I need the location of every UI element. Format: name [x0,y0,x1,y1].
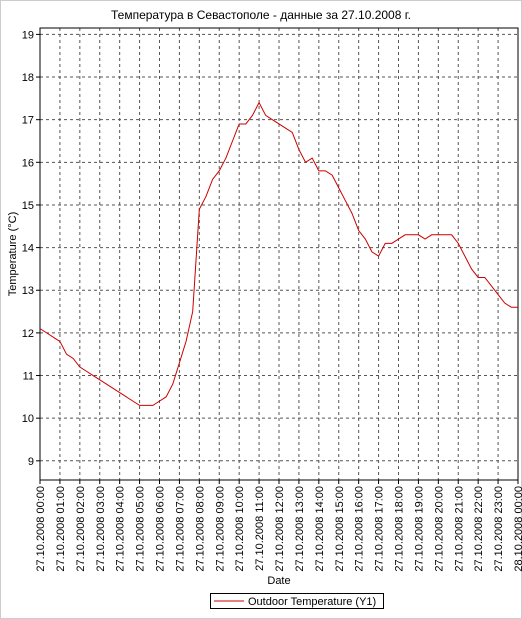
legend-label: Outdoor Temperature (Y1) [248,596,376,608]
y-tick-label: 15 [22,200,34,212]
x-tick-label: 27.10.2008 03:00 [95,486,107,572]
y-tick-label: 14 [22,243,34,255]
x-tick-label: 27.10.2008 20:00 [433,486,445,572]
y-tick-label: 18 [22,72,34,84]
x-tick-label: 27.10.2008 02:00 [75,486,87,572]
x-tick-label: 27.10.2008 08:00 [194,486,206,572]
x-tick-label: 27.10.2008 01:00 [55,486,67,572]
y-tick-label: 16 [22,157,34,169]
x-tick-label: 27.10.2008 14:00 [314,486,326,572]
y-axis-label: Temperature (°C) [7,212,19,296]
x-tick-label: 27.10.2008 00:00 [35,486,47,572]
x-axis-label: Date [267,575,290,587]
x-tick-label: 27.10.2008 09:00 [214,486,226,572]
y-tick-label: 19 [22,29,34,41]
x-tick-label: 27.10.2008 16:00 [354,486,366,572]
plot-border [39,27,519,481]
chart-title: Температура в Севастополе - данные за 27… [111,8,411,22]
y-tick-label: 10 [22,413,34,425]
x-tick-label: 27.10.2008 04:00 [115,486,127,572]
y-tick-label: 12 [22,328,34,340]
x-tick-label: 27.10.2008 07:00 [174,486,186,572]
x-tick-label: 27.10.2008 17:00 [374,486,386,572]
x-tick-label: 27.10.2008 19:00 [413,486,425,572]
x-tick-label: 27.10.2008 18:00 [394,486,406,572]
legend-box [210,593,384,609]
x-tick-label: 27.10.2008 15:00 [334,486,346,572]
plot-area [40,28,518,480]
x-tick-label: 27.10.2008 23:00 [493,486,505,572]
y-tick-label: 11 [23,371,34,383]
x-tick-label: 27.10.2008 05:00 [135,486,147,572]
x-tick-label: 27.10.2008 10:00 [234,486,246,572]
y-tick-label: 17 [22,115,34,127]
x-tick-label: 27.10.2008 13:00 [294,486,306,572]
data-line [39,101,518,406]
y-tick-label: 9 [28,456,34,468]
x-tick-label: 27.10.2008 12:00 [274,486,286,572]
x-tick-label: 27.10.2008 22:00 [473,486,485,572]
x-tick-label: 28.10.2008 00:00 [513,486,522,572]
x-tick-label: 27.10.2008 21:00 [453,486,465,572]
x-tick-label: 27.10.2008 11:00 [254,486,266,571]
x-tick-label: 27.10.2008 06:00 [155,486,167,572]
y-tick-label: 13 [22,285,34,297]
